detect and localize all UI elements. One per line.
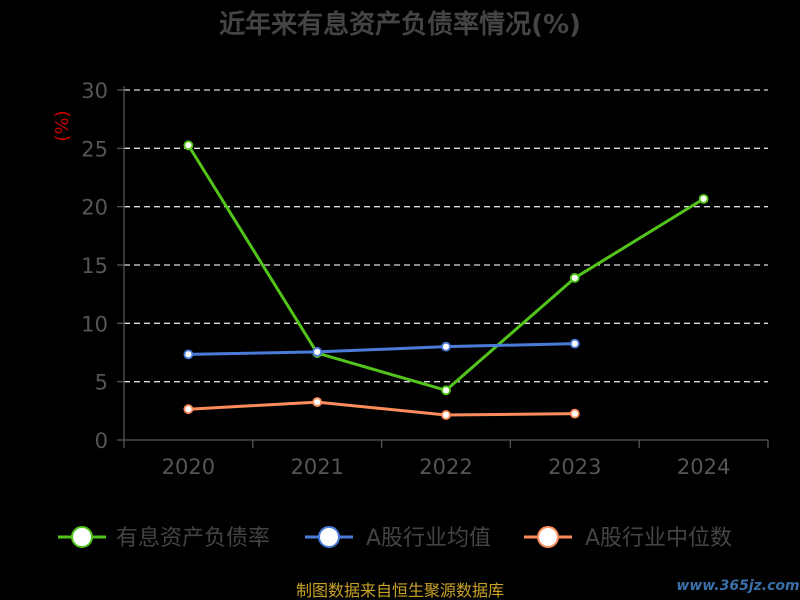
data-point-series-2-2022 xyxy=(441,410,451,420)
legend-label-1: A股行业均值 xyxy=(366,526,491,551)
data-point-series-0-2022 xyxy=(441,385,451,396)
y-tick-label-15: 15 xyxy=(81,254,108,278)
legend-marker-1 xyxy=(318,526,340,548)
y-tick-label-0: 0 xyxy=(95,429,108,453)
data-point-series-0-2024 xyxy=(698,193,709,204)
x-tick-label-2023: 2023 xyxy=(548,455,601,479)
source-note: 制图数据来自恒生聚源数据库 xyxy=(296,581,504,600)
series-line-2 xyxy=(188,400,575,417)
legend-label-0: 有息资产负债率 xyxy=(116,526,270,551)
legend: 有息资产负债率 A股行业均值 A股行业中位数 xyxy=(58,526,732,551)
chart-title: 近年来有息资产负债率情况(%) xyxy=(219,9,581,40)
x-tick-label-2020: 2020 xyxy=(162,455,215,479)
y-tick-label-5: 5 xyxy=(95,371,108,395)
data-point-series-2-2023 xyxy=(569,408,580,419)
legend-label-2: A股行业中位数 xyxy=(585,526,732,551)
x-tick-label-2022: 2022 xyxy=(419,455,472,479)
data-point-series-0-2020 xyxy=(183,140,194,151)
data-points xyxy=(183,140,709,420)
y-axis-unit-label: (%) xyxy=(52,110,73,141)
series-lines xyxy=(187,144,705,417)
y-tick-label-30: 30 xyxy=(81,79,108,103)
x-tick-label-2024: 2024 xyxy=(677,455,730,479)
watermark: www.365jz.com xyxy=(676,578,799,594)
data-point-series-1-2023 xyxy=(569,338,580,349)
y-tick-label-10: 10 xyxy=(81,312,108,336)
axes: 0 5 10 15 20 25 30 2020 2021 2022 2023 2024 xyxy=(81,79,769,479)
legend-marker-2 xyxy=(537,526,559,548)
data-point-series-1-2022 xyxy=(441,341,451,352)
series-line-1 xyxy=(188,342,575,356)
legend-marker-0 xyxy=(71,526,93,548)
data-point-series-1-2020 xyxy=(183,349,194,360)
data-point-series-2-2020 xyxy=(183,404,194,415)
x-tick-label-2021: 2021 xyxy=(290,455,343,479)
grid-lines xyxy=(124,89,768,383)
y-tick-label-20: 20 xyxy=(81,196,108,220)
data-point-series-1-2021 xyxy=(312,347,323,357)
y-tick-label-25: 25 xyxy=(81,137,108,161)
data-point-series-0-2023 xyxy=(569,273,580,283)
data-point-series-2-2021 xyxy=(312,397,323,407)
